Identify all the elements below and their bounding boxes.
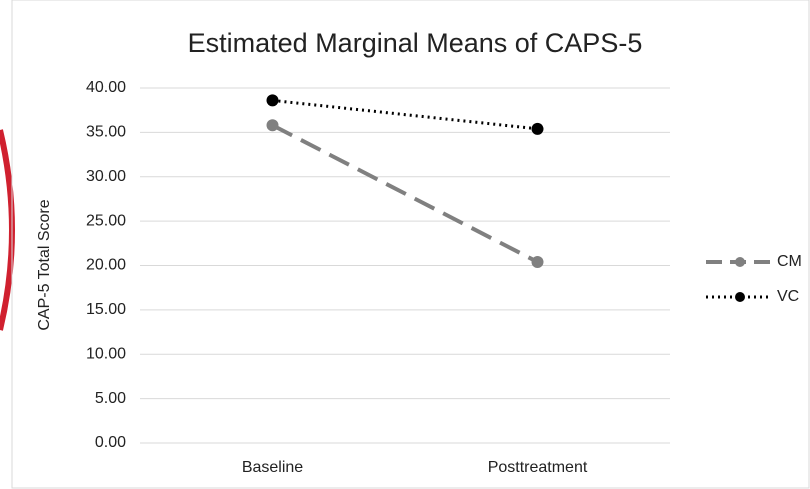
y-tick-label: 30.00 — [86, 168, 126, 185]
chart-border — [11, 0, 810, 489]
legend-marker — [735, 292, 745, 302]
y-tick-label: 15.00 — [86, 301, 126, 318]
point — [266, 119, 279, 132]
series-line — [271, 123, 539, 264]
chart-title: Estimated Marginal Means of CAPS-5 — [188, 28, 643, 58]
y-tick-label: 35.00 — [86, 124, 126, 141]
y-tick-label: 25.00 — [86, 212, 126, 229]
series-line — [272, 98, 538, 131]
x-tick-label: Baseline — [242, 459, 303, 476]
y-tick-label: 10.00 — [86, 345, 126, 362]
point — [531, 255, 544, 268]
legend-label: CM — [777, 253, 802, 270]
y-axis-label: CAP-5 Total Score — [36, 199, 53, 330]
y-tick-label: 20.00 — [86, 257, 126, 274]
point — [266, 94, 279, 107]
point — [531, 122, 544, 135]
legend-marker — [735, 257, 745, 267]
y-tick-label: 40.00 — [86, 79, 126, 96]
y-tick-label: 5.00 — [95, 390, 126, 407]
x-tick-label: Posttreatment — [488, 459, 588, 476]
legend-label: VC — [777, 288, 799, 305]
y-tick-label: 0.00 — [95, 434, 126, 451]
